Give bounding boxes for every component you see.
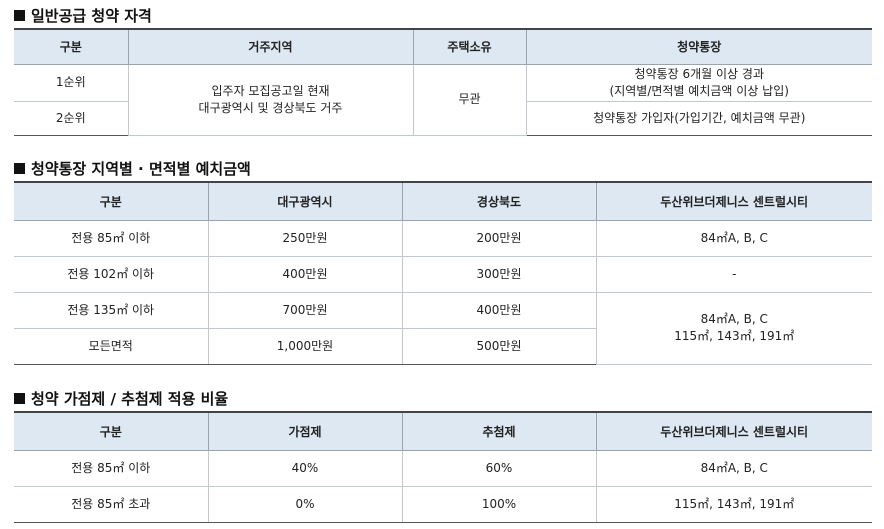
header-complex: 두산위브더제니스 센트럴시티 (595, 181, 872, 221)
gyeongbuk-amount-cell: 500만원 (401, 327, 596, 365)
area-cell: 전용 85㎡ 이하 (14, 219, 209, 257)
header-lottery: 추첨제 (401, 411, 597, 451)
header-daegu: 대구광역시 (207, 181, 403, 221)
unit-types-cell: 84㎡A, B, C (595, 449, 872, 487)
ownership-cell: 무관 (412, 63, 527, 136)
daegu-amount-cell: 250만원 (207, 219, 403, 257)
rank-1-cell: 1순위 (14, 63, 129, 102)
area-cell: 모든면적 (14, 327, 209, 365)
daegu-amount-cell: 700만원 (207, 291, 403, 329)
area-cell: 전용 102㎡ 이하 (14, 255, 209, 293)
account-rank-2-cell: 청약통장 가입자(가입기간, 예치금액 무관) (525, 100, 872, 136)
gyeongbuk-amount-cell: 300만원 (401, 255, 597, 293)
header-points: 가점제 (207, 411, 403, 451)
eligibility-table: 구분 거주지역 주택소유 청약통장 1순위 입주자 모집공고일 현재 대구광역시… (14, 28, 872, 136)
section-title-text: 일반공급 청약 자격 (31, 6, 152, 25)
account-rank-1-line-2: (지역별/면적별 예치금액 이상 납입) (609, 83, 789, 98)
area-cell: 전용 135㎡ 이하 (14, 291, 209, 329)
unit-types-line-1: 84㎡A, B, C (700, 312, 768, 326)
area-cell: 전용 85㎡ 초과 (14, 485, 209, 523)
section-title-ratio: 청약 가점제 / 추첨제 적용 비율 (14, 388, 228, 408)
header-account: 청약통장 (525, 28, 872, 65)
residence-line-2: 대구광역시 및 경상북도 거주 (198, 100, 343, 115)
daegu-amount-cell: 1,000만원 (207, 327, 403, 365)
unit-types-cell: 84㎡A, B, C (595, 219, 872, 257)
unit-types-line-2: 115㎡, 143㎡, 191㎡ (674, 329, 795, 343)
ratio-table: 구분 가점제 추첨제 두산위브더제니스 센트럴시티 전용 85㎡ 이하 40% … (14, 411, 872, 523)
gyeongbuk-amount-cell: 200만원 (401, 219, 597, 257)
residence-cell: 입주자 모집공고일 현재 대구광역시 및 경상북도 거주 (127, 63, 414, 136)
section-title-deposit: 청약통장 지역별 · 면적별 예치금액 (14, 158, 251, 178)
points-ratio-cell: 0% (207, 485, 403, 523)
header-complex: 두산위브더제니스 센트럴시티 (595, 411, 872, 451)
square-bullet-icon (14, 392, 25, 404)
unit-types-cell: - (595, 255, 872, 293)
square-bullet-icon (14, 162, 25, 174)
unit-types-cell: 115㎡, 143㎡, 191㎡ (595, 485, 872, 523)
header-gyeongbuk: 경상북도 (401, 181, 597, 221)
header-category: 구분 (14, 411, 209, 451)
area-cell: 전용 85㎡ 이하 (14, 449, 209, 487)
section-title-eligibility: 일반공급 청약 자격 (14, 5, 152, 25)
square-bullet-icon (14, 9, 25, 21)
rank-2-cell: 2순위 (14, 100, 129, 136)
deposit-table: 구분 대구광역시 경상북도 두산위브더제니스 센트럴시티 전용 85㎡ 이하 2… (14, 181, 872, 365)
residence-line-1: 입주자 모집공고일 현재 (211, 83, 330, 98)
lottery-ratio-cell: 60% (401, 449, 597, 487)
account-rank-1-line-1: 청약통장 6개월 이상 경과 (634, 66, 764, 81)
section-title-text: 청약 가점제 / 추첨제 적용 비율 (31, 389, 229, 408)
header-category: 구분 (14, 28, 129, 65)
header-residence: 거주지역 (127, 28, 414, 65)
points-ratio-cell: 40% (207, 449, 403, 487)
lottery-ratio-cell: 100% (401, 485, 597, 523)
gyeongbuk-amount-cell: 400만원 (401, 291, 597, 329)
header-category: 구분 (14, 181, 209, 221)
section-title-text: 청약통장 지역별 · 면적별 예치금액 (31, 159, 251, 178)
daegu-amount-cell: 400만원 (207, 255, 403, 293)
unit-types-merged-cell: 84㎡A, B, C 115㎡, 143㎡, 191㎡ (595, 291, 872, 365)
account-rank-1-cell: 청약통장 6개월 이상 경과 (지역별/면적별 예치금액 이상 납입) (525, 63, 872, 102)
header-ownership: 주택소유 (412, 28, 527, 65)
